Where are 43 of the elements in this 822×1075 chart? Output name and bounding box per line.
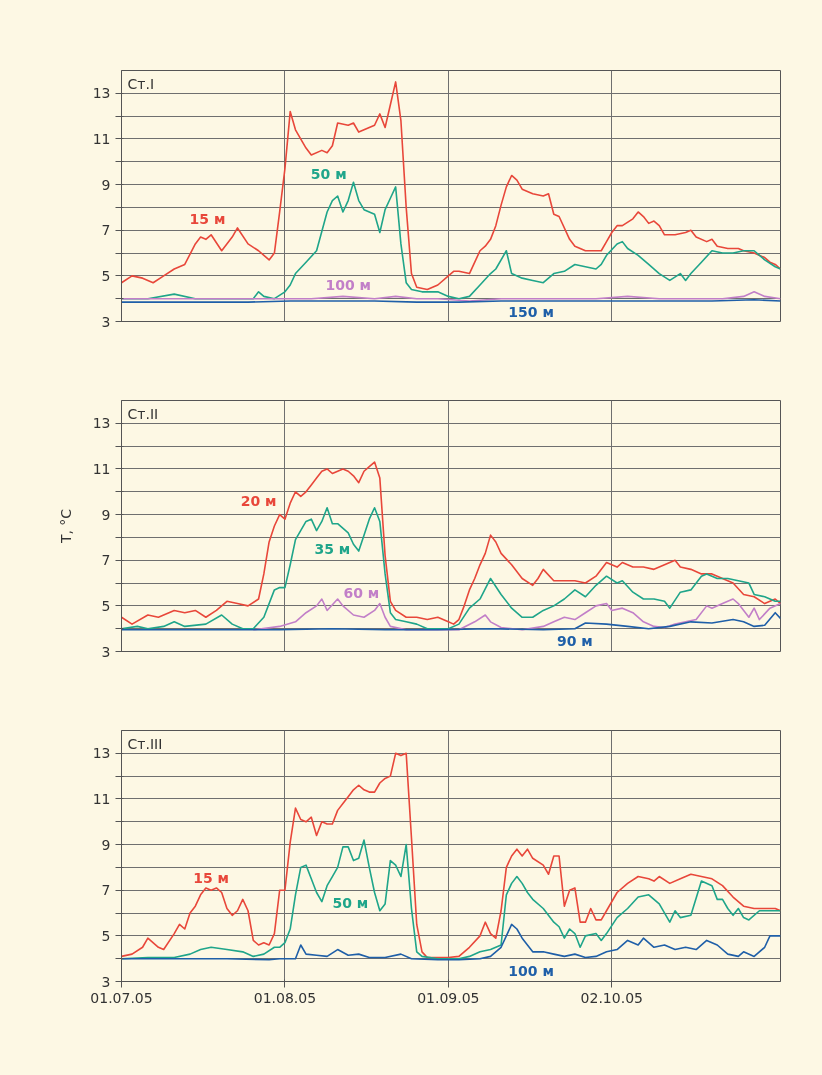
series-label: 35 м xyxy=(314,540,351,557)
y-tick-label: 3 xyxy=(101,643,111,660)
series-label: 100 м xyxy=(508,962,554,979)
y-tick-label: 7 xyxy=(101,552,111,569)
line-series xyxy=(121,461,781,625)
series-label: 60 м xyxy=(343,585,380,602)
chart-title: Ст.II xyxy=(127,405,159,422)
y-tick-label: 11 xyxy=(92,460,111,477)
series-label: 50 м xyxy=(332,895,369,912)
series-label: 150 м xyxy=(508,303,554,320)
y-tick-label: 11 xyxy=(92,130,111,147)
y-tick-label: 5 xyxy=(101,267,111,284)
y-tick-label: 9 xyxy=(101,176,111,193)
series-label: 20 м xyxy=(240,492,277,509)
line-series xyxy=(121,81,781,291)
chart-title: Ст.III xyxy=(127,735,163,752)
line-series xyxy=(121,923,781,961)
x-tick-label: 01.08.05 xyxy=(253,989,317,1006)
line-series xyxy=(121,506,781,630)
y-axis-title: T, °C xyxy=(57,508,74,545)
series-label: 15 м xyxy=(193,869,230,886)
y-tick-label: 13 xyxy=(92,745,111,762)
y-tick-label: 9 xyxy=(101,506,111,523)
y-tick-label: 7 xyxy=(101,222,111,239)
y-tick-label: 3 xyxy=(101,313,111,330)
series-label: 15 м xyxy=(189,210,226,227)
x-tick-label: 01.07.05 xyxy=(90,989,153,1006)
y-tick-label: 9 xyxy=(101,836,111,853)
x-tick-label: 02.10.05 xyxy=(580,989,643,1006)
series-label: 50 м xyxy=(310,166,347,183)
line-series xyxy=(121,291,781,302)
y-tick-label: 7 xyxy=(101,882,111,899)
y-tick-label: 5 xyxy=(101,597,111,614)
chart-title: Ст.I xyxy=(127,75,155,92)
x-tick-label: 01.09.05 xyxy=(417,989,480,1006)
line-series xyxy=(121,611,781,631)
y-tick-label: 13 xyxy=(92,415,111,432)
y-tick-label: 11 xyxy=(92,790,111,807)
series-label: 100 м xyxy=(325,276,371,293)
y-tick-label: 5 xyxy=(101,927,111,944)
series-label: 90 м xyxy=(556,633,593,650)
y-tick-label: 13 xyxy=(92,85,111,102)
y-tick-label: 3 xyxy=(101,973,111,990)
